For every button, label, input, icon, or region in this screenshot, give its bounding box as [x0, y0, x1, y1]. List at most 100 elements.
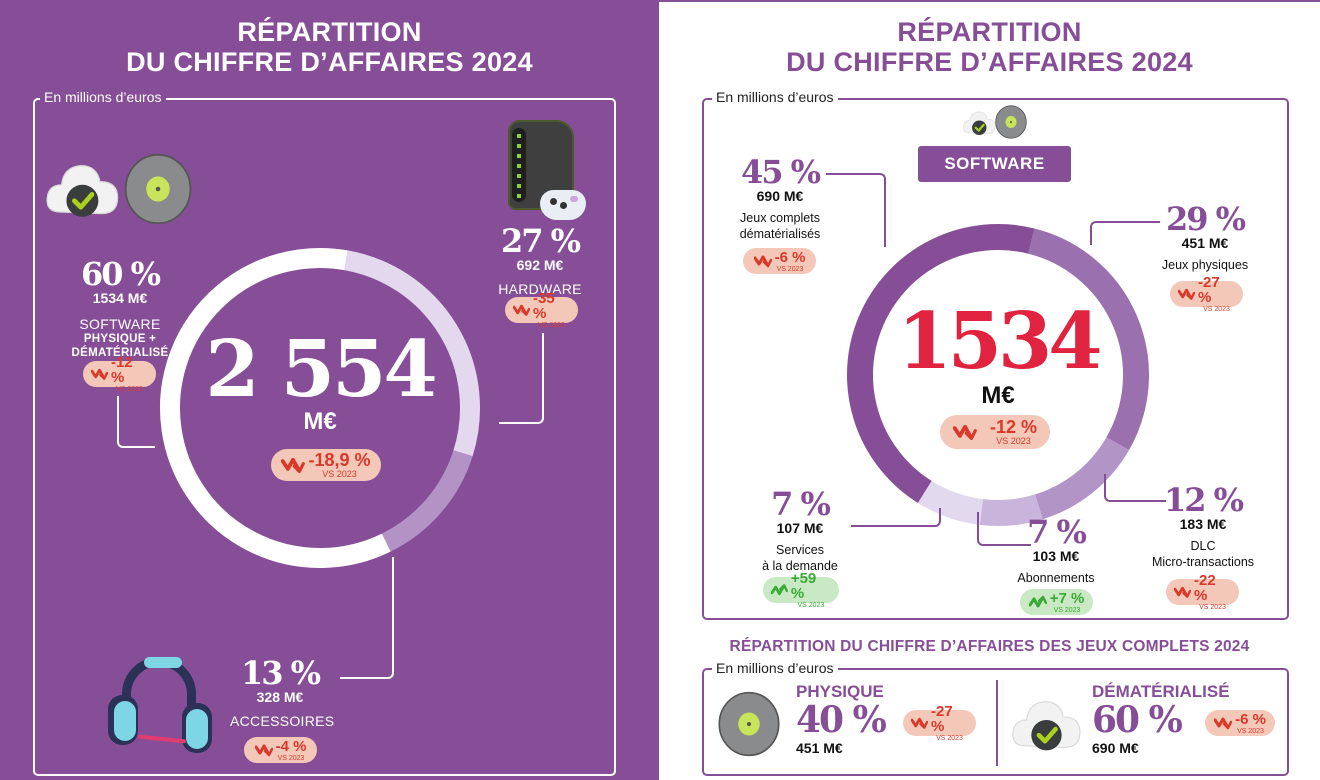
trend-down-icon	[1178, 287, 1195, 301]
segment-pct: 27 %	[500, 222, 581, 260]
change-value: +59 %	[790, 570, 817, 602]
right-donut-segment-jeux-physiques	[1028, 228, 1149, 451]
left-title-line1: RÉPARTITION	[237, 17, 422, 47]
change-value: -6 %	[1235, 710, 1266, 728]
segment-label: HARDWARE	[498, 281, 582, 297]
jeux-dematerialises-change-badge: -6 % VS 2023	[743, 248, 816, 274]
segment-amount: 692 M€	[516, 257, 564, 273]
right-segment-services: 7 % 107 M€ Services à la demande	[750, 488, 850, 574]
sub-item-dematerialise: DÉMATÉRIALISÉ 60 % 690 M€	[1092, 682, 1252, 756]
left-unit-label: En millions d’euros	[40, 89, 166, 105]
sub-unit-label: En millions d’euros	[712, 660, 838, 676]
left-total-value: 2 554	[205, 324, 437, 415]
segment-amount: 1534 M€	[92, 290, 148, 306]
hardware-change-badge: -35 % VS 2023	[505, 291, 578, 329]
physique-change-badge: -27 % VS 2023	[903, 704, 976, 742]
segment-sublabel: DÉMATÉRIALISÉ	[71, 347, 169, 359]
segment-amount: 690 M€	[756, 188, 804, 204]
segment-label: ACCESSOIRES	[230, 713, 335, 729]
services-connector-line	[851, 508, 941, 527]
right-segment-dlc: 12 % 183 M€ DLC Micro-transactions	[1140, 484, 1266, 570]
abonnements-change-badge: +7 % VS 2023	[1020, 589, 1093, 615]
headset-icon	[104, 655, 214, 755]
change-value: -27 %	[1198, 274, 1220, 306]
left-title-line2: DU CHIFFRE D’AFFAIRES 2024	[126, 47, 533, 77]
segment-label: Jeux physiques	[1161, 258, 1249, 272]
left-frame	[33, 98, 616, 776]
segment-pct: 45 %	[740, 153, 821, 191]
segment-pct: 7 %	[771, 485, 831, 523]
right-donut-segment-dlc-micro-transactions	[1034, 436, 1129, 520]
right-donut-segment-services-la-demande	[917, 480, 984, 525]
sub-item-amount: 690 M€	[1092, 740, 1139, 756]
left-donut-segment-hardware	[344, 250, 480, 457]
abonnements-connector-line	[977, 512, 1031, 546]
dematerialise-change-badge: -6 % VS 2023	[1205, 710, 1275, 736]
vs-label: VS 2023	[1199, 604, 1226, 611]
sub-item-pct: 40 %	[796, 699, 887, 741]
change-value: -35 %	[533, 290, 555, 322]
change-value: -4 %	[275, 737, 307, 755]
software-change-badge: -12 % VS 2023	[83, 355, 156, 393]
segment-label: SOFTWARE	[79, 316, 161, 332]
trend-down-icon	[754, 254, 772, 268]
change-value: -6 %	[774, 248, 806, 266]
right-segment-jeux-physiques: 29 % 451 M€ Jeux physiques	[1150, 203, 1260, 273]
cloud-check-icon	[44, 148, 124, 228]
segment-label: Jeux complets	[740, 211, 820, 225]
segment-pct: 60 %	[80, 255, 161, 293]
vs-label: VS 2023	[277, 754, 305, 762]
right-segment-jeux-dematerialises: 45 % 690 M€ Jeux complets dématérialisés	[720, 156, 840, 242]
right-frame	[702, 98, 1289, 620]
right-donut-chart	[847, 224, 1149, 526]
software-tag: SOFTWARE	[918, 146, 1071, 182]
segment-pct: 12 %	[1163, 481, 1244, 519]
trend-down-icon	[91, 367, 108, 381]
vs-label: VS 2023	[797, 602, 825, 609]
software-connector-line	[117, 396, 155, 448]
segment-pct: 7 %	[1027, 513, 1087, 551]
sub-divider	[996, 680, 998, 766]
cloud-check-icon	[962, 104, 998, 140]
trend-down-icon	[281, 456, 305, 474]
trend-down-icon	[255, 743, 273, 757]
segment-label: à la demande	[762, 559, 838, 573]
right-title-line2: DU CHIFFRE D’AFFAIRES 2024	[786, 47, 1193, 77]
right-total-unit: M€	[981, 382, 1015, 409]
change-value: -27 %	[931, 703, 953, 735]
vs-label: VS 2023	[936, 735, 963, 742]
vs-label: VS 2023	[116, 386, 143, 393]
vs-label: VS 2023	[776, 265, 804, 273]
sub-item-pct: 60 %	[1092, 699, 1183, 741]
hardware-connector-line	[499, 333, 544, 424]
segment-amount: 183 M€	[1179, 516, 1227, 532]
segment-label: dématérialisés	[739, 227, 821, 241]
vs-label: VS 2023	[1053, 606, 1081, 614]
left-donut-chart	[160, 248, 480, 568]
jeux-physiques-change-badge: -27 % VS 2023	[1170, 275, 1243, 313]
dlc-change-badge: -22 % VS 2023	[1166, 573, 1239, 611]
segment-label: Abonnements	[1017, 571, 1095, 585]
change-value: -22 %	[1194, 572, 1216, 604]
segment-amount: 451 M€	[1181, 235, 1229, 251]
left-donut-segment-software-physique-d-mat-rialis	[160, 248, 391, 568]
segment-label: Services	[776, 543, 824, 557]
segment-pct: 13 %	[240, 654, 321, 692]
accessoires-change-badge: -4 % VS 2023	[244, 737, 317, 763]
jeux-physiques-connector-line	[1090, 221, 1160, 245]
sub-item-amount: 451 M€	[796, 740, 843, 756]
right-total-change-badge: -12 % VS 2023	[940, 415, 1050, 449]
vs-label: VS 2023	[538, 322, 565, 329]
change-value: -12 %	[989, 417, 1038, 437]
vs-label: VS 2023	[996, 436, 1031, 446]
vs-label: VS 2023	[1237, 727, 1264, 735]
segment-pct: 29 %	[1165, 200, 1246, 238]
left-segment-accessoires: 13 % 328 M€ ACCESSOIRES	[230, 654, 335, 729]
right-segment-abonnements: 7 % 103 M€ Abonnements	[1006, 516, 1106, 586]
trend-down-icon	[1174, 585, 1191, 599]
left-donut-segment-accessoires	[381, 449, 473, 552]
left-title: RÉPARTITION DU CHIFFRE D’AFFAIRES 2024	[0, 17, 659, 77]
sub-item-head: DÉMATÉRIALISÉ	[1092, 682, 1230, 701]
right-donut-segment-abonnements	[979, 494, 1043, 526]
disc-icon	[716, 684, 782, 764]
